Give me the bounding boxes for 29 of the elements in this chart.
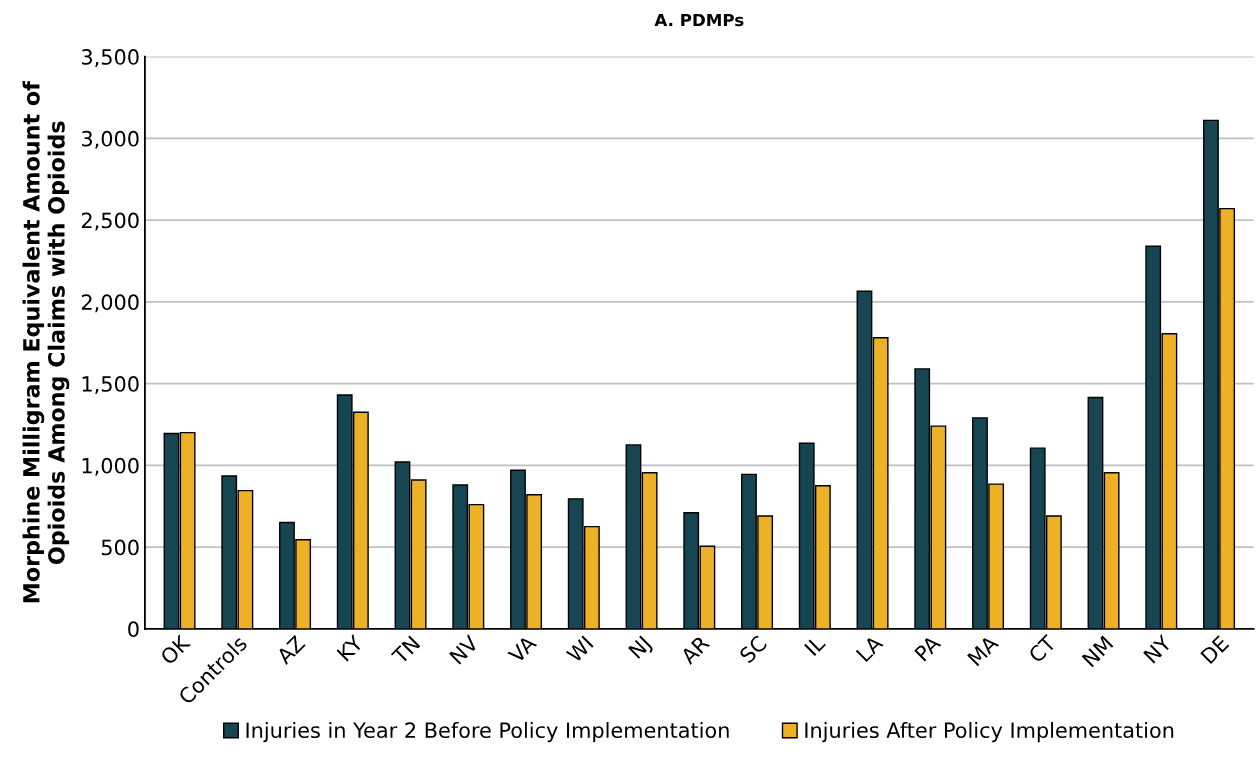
y-tick-label: 500 [101,539,139,556]
y-tick-label: 1,000 [82,457,139,476]
x-tick-label: AR [679,634,711,666]
x-tick-label: NY [1143,634,1173,664]
x-tick-label: VA [507,634,538,664]
y-tick-label: 3,000 [81,130,139,149]
legend-label: Injuries After Policy Implementation [805,721,1174,743]
y-tick-label: 3,500 [81,49,139,67]
x-tick-label: DE [1200,635,1230,665]
chart-title: A. PDMPs [654,13,744,27]
y-axis-title: Morphine Milligram Equivalent Amount of Opioids Among Claims with Opioids [22,80,70,603]
legend-label: Injuries in Year 2 Before Policy Implementation [246,721,729,743]
x-tick-label: NJ [628,635,655,662]
x-tick-label: WI [565,635,594,664]
x-tick-label: NM [1081,635,1114,668]
y-tick-label: 0 [128,621,139,638]
x-tick-label: IL [804,634,826,656]
x-tick-label: CT [1027,633,1058,664]
x-tick-label: SC [738,634,768,664]
x-tick-label: LA [855,634,884,663]
y-tick-label: 2,500 [81,212,139,231]
x-tick-label: AZ [275,634,306,665]
x-tick-label: TN [390,635,421,665]
x-tick-label: KY [336,634,365,662]
x-tick-label: NV [449,634,480,665]
x-tick-label: PA [914,634,942,662]
y-tick-label: 1,500 [82,376,139,394]
x-tick-label: MA [967,634,1000,667]
y-tick-label: 2,000 [81,294,139,313]
